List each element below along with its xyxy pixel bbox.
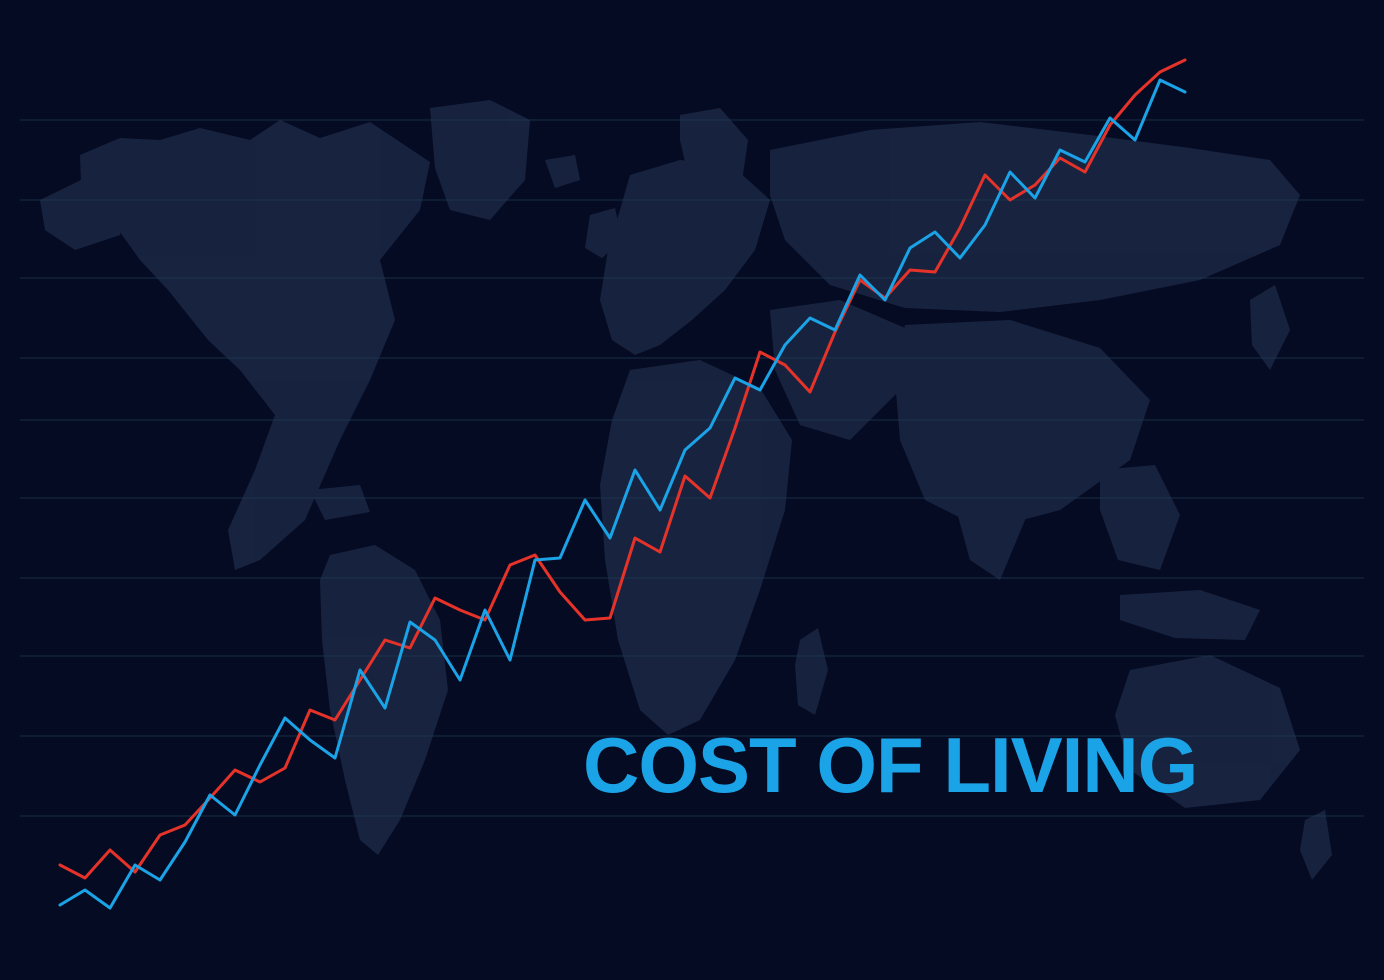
chart-title: COST OF LIVING	[583, 720, 1197, 811]
cost-of-living-chart: COST OF LIVING	[0, 0, 1384, 980]
chart-svg	[0, 0, 1384, 980]
